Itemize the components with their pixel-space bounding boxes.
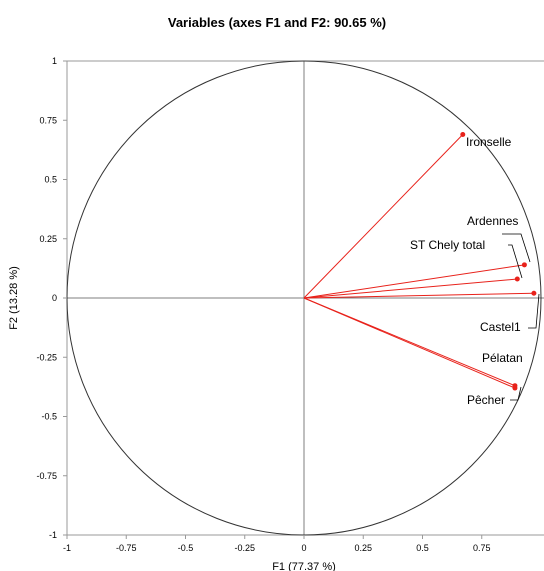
variable-vector bbox=[303, 297, 516, 389]
variable-vector bbox=[303, 292, 534, 299]
variable-point bbox=[514, 276, 520, 282]
label-leader-line bbox=[510, 386, 522, 401]
label-leader-line bbox=[502, 233, 531, 263]
y-tick-label: 0.25 bbox=[39, 234, 57, 244]
x-tick-label: 0.25 bbox=[354, 543, 372, 553]
variable-label: Ironselle bbox=[466, 135, 512, 149]
label-leader-line bbox=[508, 244, 523, 279]
x-tick-label: -0.75 bbox=[116, 543, 137, 553]
variable-label: Ardennes bbox=[467, 214, 518, 228]
variable-vector bbox=[303, 264, 525, 299]
x-tick-label: 0.5 bbox=[416, 543, 429, 553]
x-tick-label: 0 bbox=[301, 543, 306, 553]
y-tick-label: 0.75 bbox=[39, 115, 57, 125]
y-tick-label: -0.25 bbox=[36, 352, 57, 362]
variable-label: Pélatan bbox=[482, 351, 523, 365]
y-axis-title: F2 (13.28 %) bbox=[8, 266, 20, 330]
x-tick-label: 0.75 bbox=[473, 543, 491, 553]
variable-label: Pêcher bbox=[467, 393, 505, 407]
y-tick-label: 1 bbox=[52, 56, 57, 66]
x-axis-title: F1 (77.37 %) bbox=[272, 561, 336, 571]
variable-vector bbox=[303, 278, 518, 299]
x-tick-label: -0.25 bbox=[234, 543, 255, 553]
plot-area: -1 -0.75 -0.5 -0.25 0 0.25 0.5 0.75 1 0.75 0.5 0.25… bbox=[36, 56, 544, 553]
label-leader-line bbox=[528, 293, 540, 329]
variable-point bbox=[521, 262, 527, 268]
variable-point bbox=[460, 131, 466, 137]
x-tick-label: -0.5 bbox=[178, 543, 194, 553]
variable-point bbox=[531, 290, 537, 296]
y-tick-label: -0.5 bbox=[41, 412, 57, 422]
x-tick-label: -1 bbox=[63, 543, 71, 553]
variable-label: ST Chely total bbox=[410, 238, 485, 252]
y-tick-label: 0 bbox=[52, 293, 57, 303]
y-tick-label: -1 bbox=[49, 530, 57, 540]
variable-label: Castel1 bbox=[480, 320, 521, 334]
variable-vector bbox=[303, 134, 464, 299]
variable-point bbox=[512, 385, 518, 391]
y-tick-label: -0.75 bbox=[36, 471, 57, 481]
chart-title: Variables (axes F1 and F2: 90.65 %) bbox=[168, 15, 386, 30]
y-tick-label: 0.5 bbox=[44, 175, 57, 185]
